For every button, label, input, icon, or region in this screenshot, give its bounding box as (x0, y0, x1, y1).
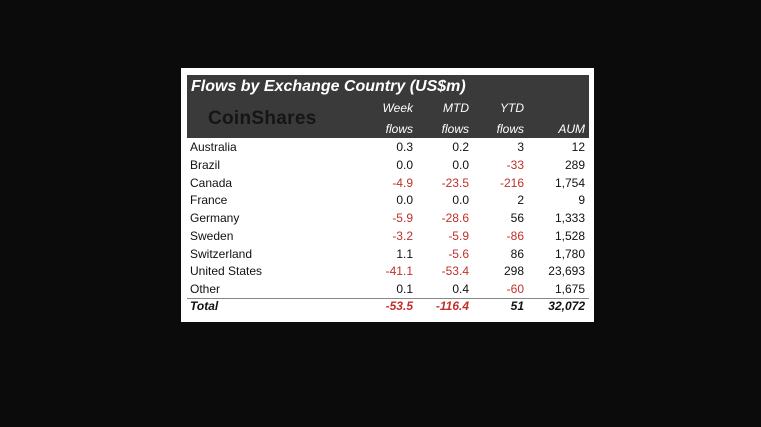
column-header: flows (385, 122, 413, 136)
row-label: Germany (190, 211, 240, 225)
cell: -3.2 (392, 228, 413, 243)
cell: 12 (571, 140, 585, 154)
cell: 1,528 (554, 228, 585, 243)
table-card: Flows by Exchange Country (US$m) CoinSha… (181, 68, 594, 322)
cell: 0.2 (452, 140, 469, 154)
cell: -28.6 (441, 211, 469, 225)
column-header: YTD (500, 101, 524, 115)
cell: -60 (506, 282, 524, 296)
cell: -86 (506, 228, 524, 243)
title: Flows by Exchange Country (US$m) (191, 78, 466, 95)
column-header: flows (496, 122, 524, 136)
row-label: France (190, 193, 228, 208)
cell: 0.3 (396, 140, 413, 154)
cell: 56 (510, 211, 524, 225)
cell: 1,675 (554, 282, 585, 296)
cell: -4.9 (392, 175, 413, 190)
logo: CoinShares (208, 108, 317, 129)
cell: -5.9 (448, 228, 469, 243)
cell: 289 (564, 157, 585, 172)
cell: 2 (517, 193, 524, 208)
cell: 1,333 (554, 211, 585, 225)
cell: 0.0 (396, 157, 413, 172)
cell: 32,072 (548, 299, 585, 313)
cell: 3 (517, 140, 524, 154)
column-header: AUM (558, 122, 585, 136)
total-rule (187, 298, 589, 299)
cell: 1,754 (554, 175, 585, 190)
cell: 0.0 (396, 193, 413, 208)
cell: -41.1 (385, 264, 413, 279)
row-label: United States (190, 264, 263, 279)
cell: -23.5 (441, 175, 469, 190)
cell: 0.1 (396, 282, 413, 296)
row-label: Other (190, 282, 221, 296)
column-header: MTD (443, 101, 469, 115)
cell: 0.0 (452, 193, 469, 208)
cell: 51 (510, 299, 524, 313)
row-label: Brazil (190, 157, 221, 172)
cell: 298 (503, 264, 524, 279)
row-label: Canada (190, 175, 233, 190)
cell: -33 (506, 157, 524, 172)
cell: 0.0 (452, 157, 469, 172)
cell: -53.5 (385, 299, 413, 313)
cell: 9 (578, 193, 585, 208)
row-label: Switzerland (190, 246, 253, 261)
cell: 1.1 (396, 246, 413, 261)
cell: -5.9 (392, 211, 413, 225)
cell: -216 (499, 175, 524, 190)
cell: -5.6 (448, 246, 469, 261)
cell: 0.4 (452, 282, 469, 296)
row-label: Australia (190, 140, 237, 154)
row-label: Sweden (190, 228, 234, 243)
row-label: Total (190, 299, 219, 313)
cell: 23,693 (548, 264, 585, 279)
cell: 1,780 (554, 246, 585, 261)
cell: -53.4 (441, 264, 469, 279)
header-band (187, 75, 589, 138)
column-header: flows (441, 122, 469, 136)
cell: -116.4 (435, 299, 469, 313)
column-header: Week (382, 101, 413, 115)
cell: 86 (510, 246, 524, 261)
